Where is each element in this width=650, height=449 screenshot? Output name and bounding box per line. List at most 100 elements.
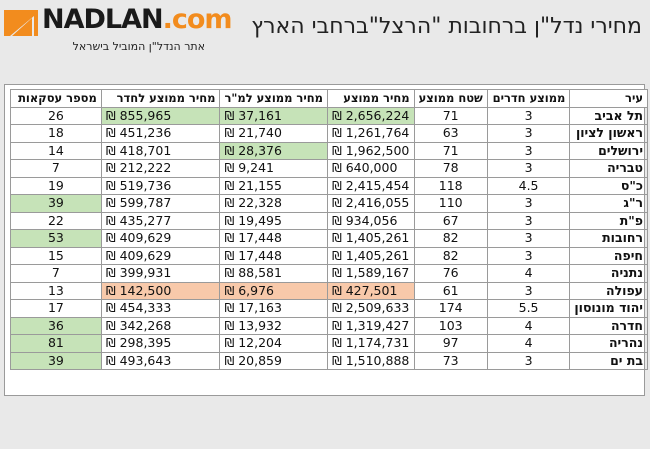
cell-room: ₪ 435,277	[100, 211, 221, 230]
nadlan-logo[interactable]: NADLAN.com אתר הנדל"ן המוביל בישראל	[0, 0, 233, 62]
cell-room: ₪ 298,395	[100, 334, 221, 353]
logo-wordmark: NADLAN.com	[42, 4, 233, 35]
cell-deals: 14	[10, 141, 102, 160]
cell-rooms: 4	[486, 264, 571, 283]
cell-room: ₪ 599,787	[100, 194, 221, 213]
cell-room: ₪ 855,965	[100, 106, 221, 125]
cell-deals: 39	[10, 194, 102, 213]
cell-city: חדרה	[569, 316, 648, 335]
cell-deals: 7	[10, 159, 102, 178]
cell-city: בת ים	[569, 351, 648, 370]
cell-room: ₪ 418,701	[100, 141, 221, 160]
cell-sqm: ₪ 17,448	[219, 229, 328, 248]
cell-city: יהוד מונוסון	[569, 299, 648, 318]
table-row: נתניה 4 76 ₪ 1,589,167 ₪ 88,581 ₪ 399,931 7	[10, 264, 648, 283]
cell-price: ₪ 1,962,500	[326, 141, 415, 160]
cell-area: 110	[413, 194, 488, 213]
cell-rooms: 3	[486, 141, 571, 160]
cell-price: ₪ 1,405,261	[326, 229, 415, 248]
cell-area: 67	[413, 211, 488, 230]
table-row: תל אביב 3 71 ₪ 2,656,224 ₪ 37,161 ₪ 855,965 26	[10, 106, 648, 125]
cell-city: ירושלים	[569, 141, 648, 160]
cell-price: ₪ 2,415,454	[326, 176, 415, 195]
cell-price: ₪ 427,501	[326, 281, 415, 300]
table-row: נהריה 4 97 ₪ 1,174,731 ₪ 12,204 ₪ 298,395 81	[10, 334, 648, 353]
cell-rooms: 3	[486, 106, 571, 125]
roof-icon	[4, 10, 38, 36]
cell-deals: 18	[10, 124, 102, 143]
cell-area: 71	[413, 106, 488, 125]
cell-price: ₪ 1,319,427	[326, 316, 415, 335]
table-row: ראשון לציון 3 63 ₪ 1,261,764 ₪ 21,740 ₪ 451,2…	[10, 124, 648, 143]
cell-room: ₪ 342,268	[100, 316, 221, 335]
cell-city: נתניה	[569, 264, 648, 283]
cell-price: ₪ 1,405,261	[326, 246, 415, 265]
cell-price: ₪ 2,509,633	[326, 299, 415, 318]
cell-room: ₪ 454,333	[100, 299, 221, 318]
table-row: פ"ת 3 67 ₪ 934,056 ₪ 19,495 ₪ 435,277 22	[10, 211, 648, 230]
cell-area: 103	[413, 316, 488, 335]
cell-rooms: 3	[486, 246, 571, 265]
header-avg-area: שטח ממוצע	[413, 89, 488, 108]
cell-sqm: ₪ 17,163	[219, 299, 328, 318]
cell-room: ₪ 451,236	[100, 124, 221, 143]
cell-rooms: 3	[486, 281, 571, 300]
header-deal-count: מספר עסקאות	[10, 89, 102, 108]
cell-sqm: ₪ 88,581	[219, 264, 328, 283]
page-title: מחירי נדל"ן ברחובות "הרצל"ברחבי הארץ	[251, 14, 642, 39]
cell-area: 76	[413, 264, 488, 283]
header-avg-price-sqm: מחיר ממוצע למ"ר	[219, 89, 328, 108]
cell-price: ₪ 1,589,167	[326, 264, 415, 283]
cell-sqm: ₪ 28,376	[219, 141, 328, 160]
cell-sqm: ₪ 37,161	[219, 106, 328, 125]
price-table: עיר ממוצע חדרים שטח ממוצע מחיר ממוצע מחי…	[10, 89, 648, 370]
cell-deals: 22	[10, 211, 102, 230]
cell-deals: 81	[10, 334, 102, 353]
cell-room: ₪ 399,931	[100, 264, 221, 283]
cell-city: עפולה	[569, 281, 648, 300]
header-city: עיר	[569, 89, 648, 108]
cell-rooms: 3	[486, 159, 571, 178]
header-avg-rooms: ממוצע חדרים	[486, 89, 571, 108]
cell-room: ₪ 409,629	[100, 229, 221, 248]
cell-rooms: 3	[486, 351, 571, 370]
cell-area: 174	[413, 299, 488, 318]
cell-area: 61	[413, 281, 488, 300]
cell-price: ₪ 640,000	[326, 159, 415, 178]
cell-sqm: ₪ 6,976	[219, 281, 328, 300]
cell-area: 63	[413, 124, 488, 143]
cell-sqm: ₪ 21,740	[219, 124, 328, 143]
cell-city: תל אביב	[569, 106, 648, 125]
cell-deals: 19	[10, 176, 102, 195]
cell-rooms: 3	[486, 194, 571, 213]
cell-area: 73	[413, 351, 488, 370]
cell-price: ₪ 1,261,764	[326, 124, 415, 143]
cell-city: ראשון לציון	[569, 124, 648, 143]
cell-deals: 7	[10, 264, 102, 283]
cell-price: ₪ 2,416,055	[326, 194, 415, 213]
cell-price: ₪ 934,056	[326, 211, 415, 230]
header-avg-price-room: מחיר ממוצע לחדר	[100, 89, 221, 108]
cell-sqm: ₪ 17,448	[219, 246, 328, 265]
table-row: כ"ס 4.5 118 ₪ 2,415,454 ₪ 21,155 ₪ 519,736 19	[10, 176, 648, 195]
table-row: טבריה 3 78 ₪ 640,000 ₪ 9,241 ₪ 212,222 7	[10, 159, 648, 178]
cell-deals: 39	[10, 351, 102, 370]
cell-price: ₪ 2,656,224	[326, 106, 415, 125]
cell-city: טבריה	[569, 159, 648, 178]
cell-deals: 15	[10, 246, 102, 265]
cell-price: ₪ 1,510,888	[326, 351, 415, 370]
cell-area: 118	[413, 176, 488, 195]
cell-deals: 53	[10, 229, 102, 248]
cell-rooms: 5.5	[486, 299, 571, 318]
cell-room: ₪ 142,500	[100, 281, 221, 300]
table-row: ר"ג 3 110 ₪ 2,416,055 ₪ 22,328 ₪ 599,787 39	[10, 194, 648, 213]
cell-area: 71	[413, 141, 488, 160]
cell-area: 82	[413, 229, 488, 248]
cell-area: 78	[413, 159, 488, 178]
cell-city: נהריה	[569, 334, 648, 353]
cell-area: 97	[413, 334, 488, 353]
table-row: רחובות 3 82 ₪ 1,405,261 ₪ 17,448 ₪ 409,629 53	[10, 229, 648, 248]
cell-city: ר"ג	[569, 194, 648, 213]
cell-rooms: 3	[486, 124, 571, 143]
table-row: ירושלים 3 71 ₪ 1,962,500 ₪ 28,376 ₪ 418,701 14	[10, 141, 648, 160]
